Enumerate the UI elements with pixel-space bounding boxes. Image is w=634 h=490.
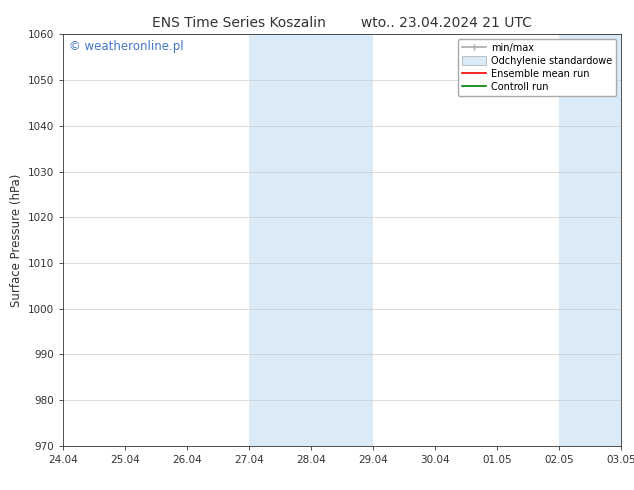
Title: ENS Time Series Koszalin        wto.. 23.04.2024 21 UTC: ENS Time Series Koszalin wto.. 23.04.202…: [152, 16, 533, 30]
Text: © weatheronline.pl: © weatheronline.pl: [69, 41, 184, 53]
Legend: min/max, Odchylenie standardowe, Ensemble mean run, Controll run: min/max, Odchylenie standardowe, Ensembl…: [458, 39, 616, 96]
Y-axis label: Surface Pressure (hPa): Surface Pressure (hPa): [10, 173, 23, 307]
Bar: [311, 34, 373, 446]
Bar: [249, 34, 311, 446]
Bar: [559, 34, 621, 446]
